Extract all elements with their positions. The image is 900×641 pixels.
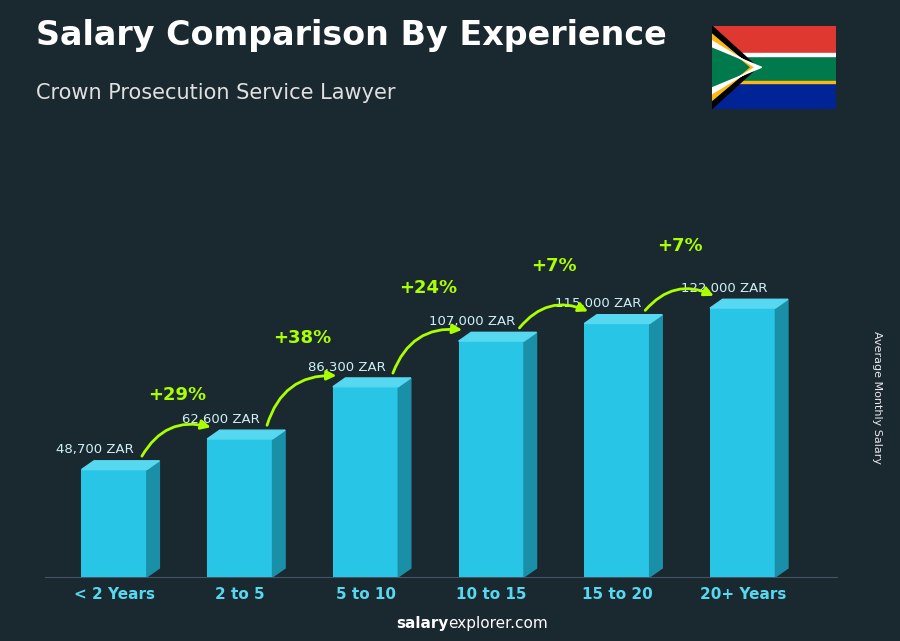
FancyBboxPatch shape bbox=[459, 341, 524, 577]
Text: explorer.com: explorer.com bbox=[448, 617, 548, 631]
Polygon shape bbox=[524, 332, 536, 577]
Polygon shape bbox=[710, 299, 788, 308]
Text: +24%: +24% bbox=[400, 279, 457, 297]
FancyBboxPatch shape bbox=[333, 387, 399, 577]
Text: 107,000 ZAR: 107,000 ZAR bbox=[429, 315, 516, 328]
Text: +38%: +38% bbox=[274, 329, 332, 347]
Text: Average Monthly Salary: Average Monthly Salary bbox=[872, 331, 883, 464]
FancyBboxPatch shape bbox=[710, 308, 776, 577]
Polygon shape bbox=[147, 461, 159, 577]
FancyBboxPatch shape bbox=[584, 324, 650, 577]
Polygon shape bbox=[712, 40, 761, 67]
Text: 115,000 ZAR: 115,000 ZAR bbox=[555, 297, 642, 310]
Polygon shape bbox=[712, 26, 757, 109]
Bar bbox=[712, 53, 836, 56]
Text: +7%: +7% bbox=[531, 257, 577, 275]
Text: 48,700 ZAR: 48,700 ZAR bbox=[57, 444, 134, 456]
Polygon shape bbox=[712, 67, 755, 101]
Polygon shape bbox=[712, 67, 761, 94]
Text: Crown Prosecution Service Lawyer: Crown Prosecution Service Lawyer bbox=[36, 83, 395, 103]
Text: +29%: +29% bbox=[148, 386, 206, 404]
Polygon shape bbox=[399, 378, 410, 577]
Text: Salary Comparison By Experience: Salary Comparison By Experience bbox=[36, 19, 667, 52]
Text: 86,300 ZAR: 86,300 ZAR bbox=[308, 360, 385, 374]
Text: 62,600 ZAR: 62,600 ZAR bbox=[182, 413, 260, 426]
Polygon shape bbox=[776, 299, 788, 577]
Bar bbox=[712, 54, 836, 81]
Polygon shape bbox=[712, 34, 751, 101]
Text: salary: salary bbox=[396, 617, 448, 631]
Bar bbox=[712, 81, 836, 109]
Polygon shape bbox=[273, 430, 285, 577]
Polygon shape bbox=[712, 34, 755, 67]
Polygon shape bbox=[650, 315, 662, 577]
Text: +7%: +7% bbox=[657, 237, 703, 255]
FancyBboxPatch shape bbox=[82, 470, 147, 577]
Polygon shape bbox=[584, 315, 662, 324]
FancyBboxPatch shape bbox=[207, 439, 273, 577]
Polygon shape bbox=[333, 378, 410, 387]
Bar bbox=[712, 26, 836, 54]
Bar bbox=[712, 81, 836, 83]
Polygon shape bbox=[459, 332, 536, 341]
Polygon shape bbox=[207, 430, 285, 439]
Text: 122,000 ZAR: 122,000 ZAR bbox=[680, 282, 767, 295]
Polygon shape bbox=[82, 461, 159, 470]
